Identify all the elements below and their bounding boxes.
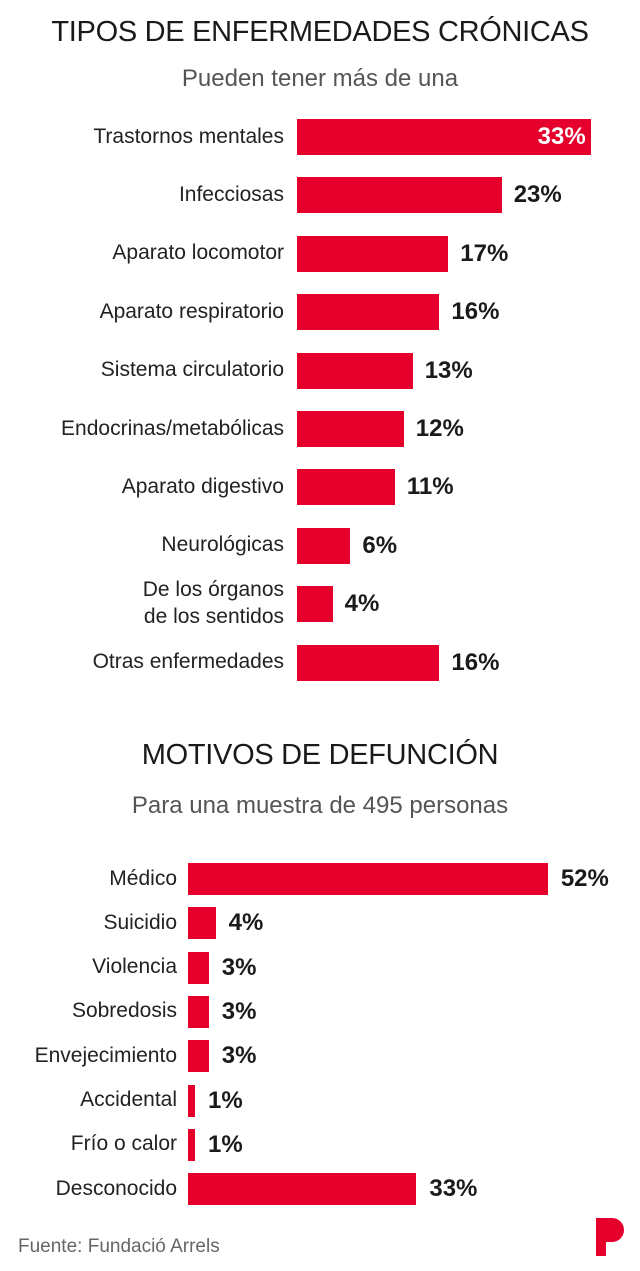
category-label: Envejecimiento — [34, 1043, 177, 1067]
category-label: Frío o calor — [70, 1132, 177, 1156]
category-label: Violencia — [92, 955, 177, 979]
category-label: Infecciosas — [178, 182, 284, 206]
value-label: 52% — [560, 865, 609, 892]
source-note: Fuente: Fundació Arrels — [18, 1236, 220, 1257]
category-label: Sobredosis — [71, 999, 177, 1023]
value-label: 1% — [208, 1086, 243, 1114]
category-label: Neurológicas — [161, 533, 284, 557]
category-label: Otras enfermedades — [92, 650, 284, 674]
value-label: 16% — [451, 298, 500, 326]
bar — [188, 907, 216, 940]
value-label: 16% — [451, 648, 500, 676]
category-label: Trastornos mentales — [93, 124, 284, 148]
value-label: 33% — [429, 1175, 478, 1203]
value-label: 23% — [513, 181, 562, 209]
bar — [297, 119, 591, 155]
value-label: 3% — [221, 1042, 257, 1070]
category-label: De los órganos de los sentidos — [142, 578, 284, 629]
bar — [188, 1128, 195, 1161]
value-label: 17% — [460, 239, 509, 267]
bar — [188, 995, 209, 1028]
value-label: 33% — [537, 123, 586, 150]
category-label: Médico — [109, 866, 177, 890]
chart1-title: TIPOS DE ENFERMEDADES CRÓNICAS — [51, 16, 589, 48]
bar — [188, 1173, 417, 1206]
value-label: 3% — [221, 953, 257, 981]
bar — [297, 177, 502, 214]
bar — [297, 644, 440, 681]
value-label: 1% — [208, 1130, 243, 1158]
category-label: Aparato locomotor — [112, 241, 284, 265]
bar — [297, 411, 404, 447]
value-label: 4% — [344, 590, 380, 618]
publisher-logo — [596, 1218, 624, 1256]
value-label: 4% — [228, 909, 264, 937]
category-label: Accidental — [80, 1088, 177, 1111]
value-label: 3% — [221, 997, 257, 1025]
category-label: Aparato digestivo — [121, 474, 284, 498]
bar — [297, 352, 413, 389]
value-label: 13% — [424, 356, 473, 384]
bar — [297, 527, 351, 564]
value-label: 12% — [415, 415, 464, 442]
bar — [297, 469, 395, 506]
category-label: Aparato respiratorio — [99, 299, 284, 323]
value-label: 11% — [406, 473, 454, 501]
bar — [188, 863, 548, 895]
value-label: 6% — [362, 531, 398, 559]
bar — [297, 586, 333, 623]
category-label: Endocrinas/metabólicas — [61, 416, 284, 440]
chart2-subtitle: Para una muestra de 495 personas — [131, 792, 509, 819]
chart2-title: MOTIVOS DE DEFUNCIÓN — [141, 739, 499, 771]
bar — [188, 951, 209, 984]
bar — [188, 1040, 209, 1073]
bar — [188, 1084, 195, 1117]
category-label: Suicidio — [103, 910, 177, 934]
category-label: Sistema circulatorio — [100, 358, 284, 382]
category-label: Desconocido — [55, 1176, 177, 1200]
bar — [297, 294, 440, 331]
chart1-subtitle: Pueden tener más de una — [181, 65, 459, 92]
bar — [297, 235, 449, 272]
